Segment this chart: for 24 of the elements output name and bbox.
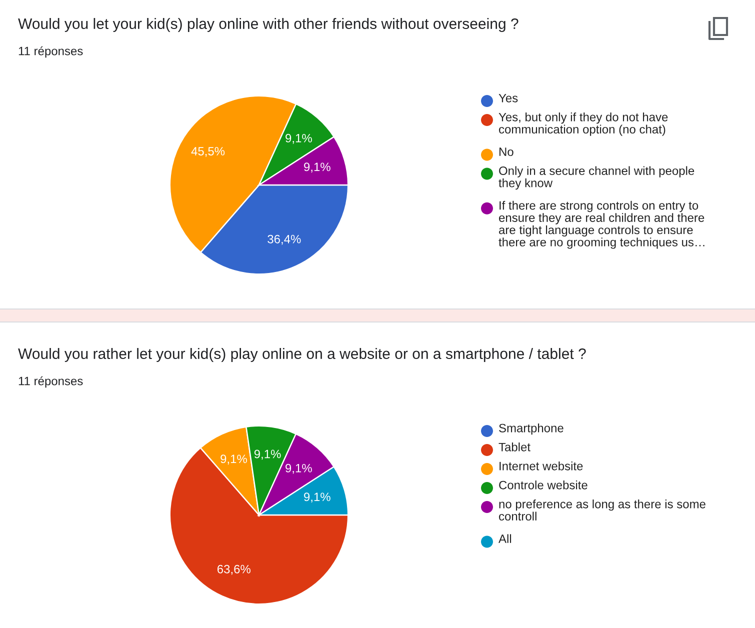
legend-label: Controle website	[499, 480, 588, 490]
legend-label: Only in a secure channel with people they know	[498, 166, 694, 190]
legend-label: All	[498, 534, 512, 543]
text: 11 réponses	[18, 376, 83, 388]
data-label: 9,1%	[254, 450, 281, 460]
text: 11 réponses	[18, 46, 83, 58]
legend-label: If there are strong controls on entry to ensure they are real children and there are tight language controls to ensure there are no grooming techniques us…	[498, 200, 704, 249]
data-label: 9,1%	[220, 454, 247, 465]
legend-label: Yes, but only if they do not have communication option (no chat)	[498, 112, 668, 136]
data-label: 9,1%	[286, 134, 312, 144]
data-label: 45,5%	[191, 147, 225, 157]
chart-title: Would you rather let your kid(s) play online on a website or on a smartphone / tablet ?	[18, 348, 586, 362]
data-label: 36,4%	[268, 234, 301, 245]
chart-title: Would you let your kid(s) play online with other friends without overseeing ?	[18, 18, 518, 32]
data-label: 9,1%	[304, 162, 330, 173]
legend-label: Smartphone	[499, 424, 564, 435]
data-label: 9,1%	[286, 464, 312, 474]
legend-label: Yes	[498, 94, 518, 102]
legend-label: Internet website	[500, 462, 583, 470]
legend-label: No	[499, 148, 514, 156]
legend-label: no preference as long as there is some controll	[499, 500, 706, 521]
data-label: 63,6%	[217, 564, 250, 575]
legend-label: Tablet	[498, 442, 530, 452]
data-label: 9,1%	[304, 492, 330, 503]
